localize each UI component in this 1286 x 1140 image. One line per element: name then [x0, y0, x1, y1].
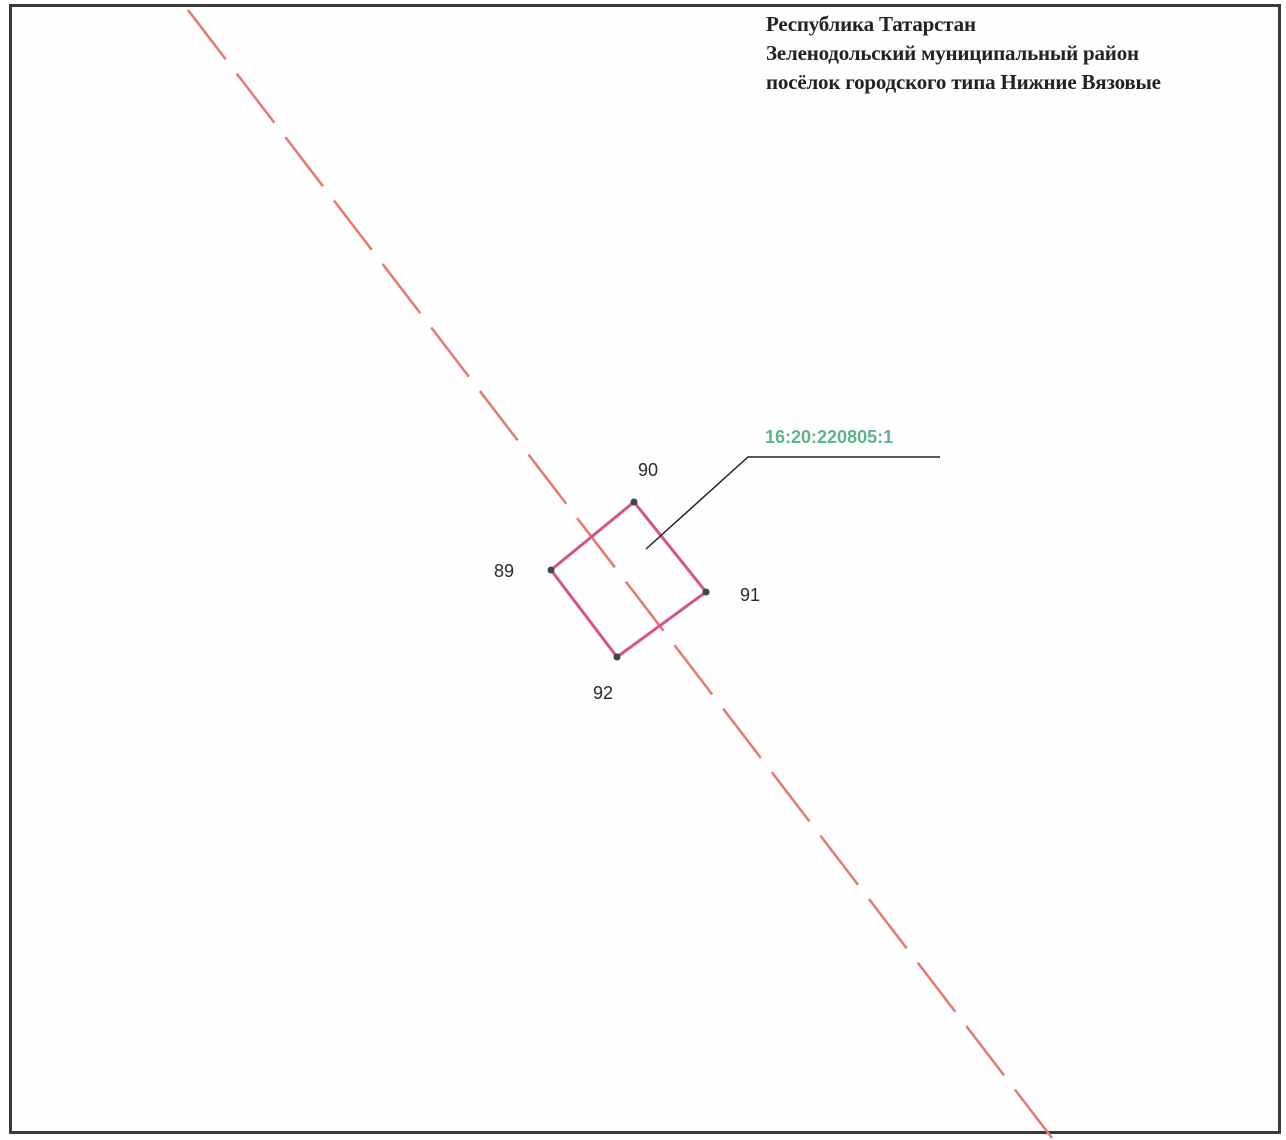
vertex-89 — [547, 566, 555, 574]
settlement-name: посёлок городского типа Нижние Вязовые — [766, 70, 1161, 94]
boundary-line — [187, 9, 1053, 1139]
vertex-90 — [630, 498, 638, 506]
map-frame — [9, 4, 1281, 1134]
parcel-polygon[interactable] — [548, 499, 709, 660]
parcel-cadastral-number[interactable]: 16:20:220805:1 — [765, 427, 893, 447]
vertex-label-90: 90 — [638, 460, 658, 480]
vertex-92 — [613, 653, 621, 661]
vertex-label-92: 92 — [593, 683, 613, 703]
parcel-leader-line — [645, 456, 940, 550]
vertex-label-91: 91 — [740, 585, 760, 605]
vertex-91 — [702, 588, 710, 596]
district-name: Зеленодольский муниципальный район — [766, 41, 1139, 65]
location-header: Республика Татарстан Зеленодольский муни… — [766, 10, 1161, 97]
vertex-label-89: 89 — [494, 561, 514, 581]
region-name: Республика Татарстан — [766, 12, 976, 36]
